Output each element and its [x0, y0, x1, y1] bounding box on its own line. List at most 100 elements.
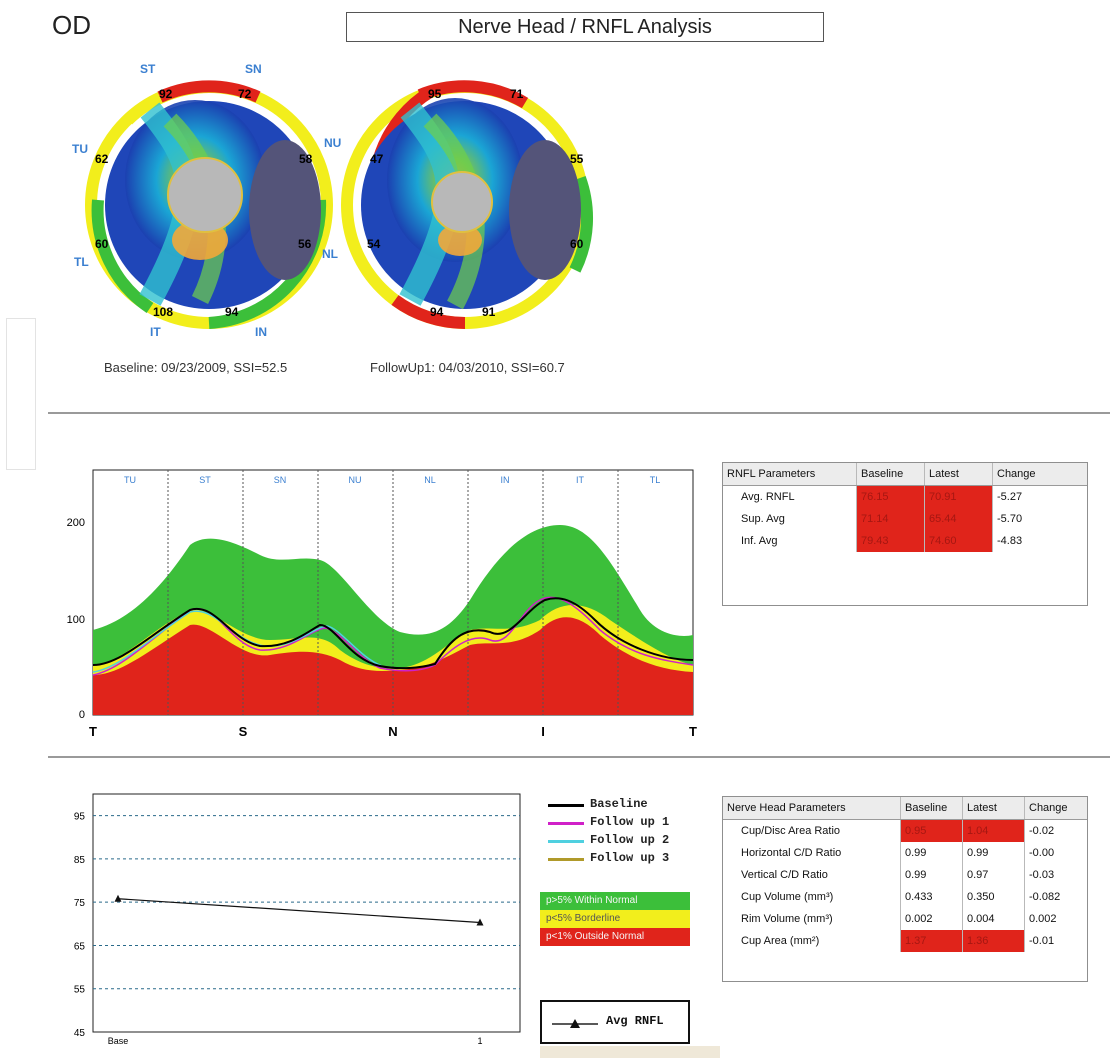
x-label: S — [239, 724, 248, 739]
row-latest: 1.04 — [963, 820, 1025, 842]
row-change: -5.27 — [997, 491, 1023, 503]
y-tick: 55 — [74, 985, 86, 996]
quad-label: IN — [255, 325, 267, 339]
quad-value: 71 — [510, 87, 524, 101]
plot-frame — [92, 793, 521, 1033]
legend-label: Follow up 2 — [590, 833, 670, 847]
y-tick: 65 — [74, 941, 86, 952]
table-header: Nerve Head Parameters Baseline Latest Ch… — [723, 797, 1087, 820]
y-tick: 75 — [74, 898, 86, 909]
section-divider — [48, 756, 1110, 758]
quad-label: SN — [245, 62, 262, 76]
row-latest: 65.44 — [925, 508, 993, 530]
quad-value: 94 — [430, 305, 444, 319]
row-name: Sup. Avg — [723, 508, 857, 530]
row-name: Cup Volume (mm³) — [723, 886, 901, 908]
quad-label: NU — [324, 136, 341, 150]
table-header: RNFL Parameters Baseline Latest Change — [723, 463, 1087, 486]
quad-value: 47 — [370, 152, 384, 166]
quad-value: 91 — [482, 305, 496, 319]
y-tick: 45 — [74, 1028, 86, 1039]
quad-value: 62 — [95, 152, 109, 166]
trend-legend-box: Avg RNFL — [540, 1000, 690, 1044]
row-change: 0.002 — [1029, 913, 1057, 925]
row-name: Cup Area (mm²) — [723, 930, 901, 952]
optic-disc-baseline — [167, 157, 243, 233]
row-baseline: 0.002 — [901, 908, 963, 930]
row-baseline: 76.15 — [857, 486, 925, 508]
row-change: -5.70 — [997, 513, 1023, 525]
sector-label: NL — [424, 475, 436, 485]
thickness-maps: 92 72 58 56 94 108 60 62 ST SN NU NL IN … — [72, 62, 594, 339]
row-name: Avg. RNFL — [723, 486, 857, 508]
row-latest: 0.350 — [963, 886, 1025, 908]
x-tick: Base — [108, 1036, 129, 1046]
legend-label: Baseline — [590, 797, 648, 811]
report-title: Nerve Head / RNFL Analysis — [346, 12, 824, 42]
row-latest: 0.99 — [963, 842, 1025, 864]
row-baseline: 0.95 — [901, 820, 963, 842]
header-parameter: Nerve Head Parameters — [723, 797, 901, 819]
quad-label: TL — [74, 255, 89, 269]
baseline-caption: Baseline: 09/23/2009, SSI=52.5 — [104, 360, 288, 375]
y-tick: 200 — [67, 517, 85, 529]
sector-label: TL — [650, 475, 661, 485]
status-borderline: p<5% Borderline — [540, 910, 690, 928]
row-change: -0.01 — [1029, 935, 1055, 947]
sector-label: SN — [274, 475, 287, 485]
table-row: Cup/Disc Area Ratio 0.95 1.04 -0.02 — [723, 820, 1087, 842]
quad-value: 94 — [225, 305, 239, 319]
row-name: Vertical C/D Ratio — [723, 864, 901, 886]
row-baseline: 0.99 — [901, 864, 963, 886]
trend-legend-label: Avg RNFL — [606, 1014, 664, 1028]
avg-rnfl-point — [476, 918, 484, 926]
row-change: -0.082 — [1029, 891, 1061, 903]
row-baseline: 1.37 — [901, 930, 963, 952]
row-latest: 0.004 — [963, 908, 1025, 930]
status-within-normal: p>5% Within Normal — [540, 892, 690, 910]
row-name: Rim Volume (mm³) — [723, 908, 901, 930]
tsnit-chart: 0 100 200 TU ST SN NU NL IN IT TL T S N … — [67, 469, 697, 739]
y-tick: 0 — [79, 709, 85, 721]
x-tick: 1 — [477, 1036, 482, 1046]
quad-value: 92 — [159, 87, 173, 101]
table-row: Cup Area (mm²) 1.37 1.36 -0.01 — [723, 930, 1087, 952]
quad-value: 55 — [570, 152, 584, 166]
rnfl-parameters-table: RNFL Parameters Baseline Latest Change A… — [722, 462, 1088, 606]
x-label: T — [689, 724, 697, 739]
nerve-head-parameters-table: Nerve Head Parameters Baseline Latest Ch… — [722, 796, 1088, 982]
quad-label: NL — [322, 247, 338, 261]
quad-label: ST — [140, 62, 156, 76]
header-change: Change — [997, 468, 1036, 480]
y-tick: 95 — [74, 812, 86, 823]
row-baseline: 0.433 — [901, 886, 963, 908]
header-baseline: Baseline — [901, 797, 963, 819]
y-tick: 85 — [74, 855, 86, 866]
x-label: N — [388, 724, 397, 739]
x-label: I — [541, 724, 545, 739]
quad-value: 58 — [299, 152, 313, 166]
table-row: Horizontal C/D Ratio 0.99 0.99 -0.00 — [723, 842, 1087, 864]
header-latest: Latest — [925, 463, 993, 485]
table-row: Inf. Avg 79.43 74.60 -4.83 — [723, 530, 1087, 552]
header-change: Change — [1029, 802, 1068, 814]
row-latest: 70.91 — [925, 486, 993, 508]
row-baseline: 71.14 — [857, 508, 925, 530]
quad-value: 108 — [153, 305, 173, 319]
row-change: -4.83 — [997, 535, 1023, 547]
sector-label: IT — [576, 475, 585, 485]
avg-rnfl-point — [114, 894, 122, 902]
sector-label: TU — [124, 475, 136, 485]
header-parameter: RNFL Parameters — [723, 463, 857, 485]
optic-disc-followup — [431, 171, 493, 233]
y-tick: 100 — [67, 614, 85, 626]
legend-label: Follow up 1 — [590, 815, 670, 829]
row-latest: 74.60 — [925, 530, 993, 552]
table-row: Avg. RNFL 76.15 70.91 -5.27 — [723, 486, 1087, 508]
x-label: T — [89, 724, 97, 739]
status-bar — [540, 1046, 720, 1058]
sector-label: NU — [349, 475, 362, 485]
legend-line-followup2 — [548, 840, 584, 843]
legend-line-followup3 — [548, 858, 584, 861]
side-panel-tab[interactable] — [6, 318, 36, 470]
